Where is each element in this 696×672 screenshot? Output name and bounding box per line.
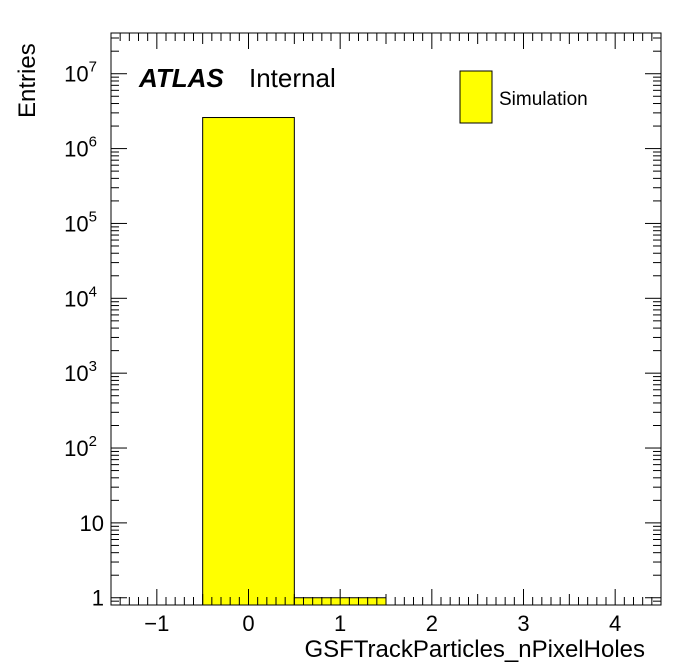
- x-tick-label: 3: [517, 611, 529, 636]
- histogram-bar: [202, 117, 295, 606]
- y-tick-label: 105: [64, 208, 97, 236]
- x-tick-label: 2: [426, 611, 438, 636]
- x-tick-label: 1: [334, 611, 346, 636]
- atlas-label: ATLAS: [138, 63, 224, 93]
- y-tick-label: 106: [64, 134, 97, 162]
- y-tick-label: 1: [92, 586, 104, 611]
- y-tick-label: 102: [64, 433, 97, 461]
- x-tick-label: −1: [144, 611, 169, 636]
- axis-ticks: [110, 33, 662, 606]
- x-axis-title: GSFTrackParticles_nPixelHoles: [304, 636, 645, 663]
- x-tick-labels: −1 0 1 2 3 4: [144, 611, 621, 636]
- y-tick-labels: 1 10 102 103 104 105 106 107: [64, 59, 104, 611]
- y-tick-label: 103: [64, 358, 97, 386]
- y-axis-title: Entries: [14, 43, 41, 118]
- y-tick-label: 107: [64, 59, 97, 87]
- internal-label: Internal: [249, 63, 336, 93]
- y-tick-label: 10: [80, 511, 104, 536]
- legend: Simulation: [459, 70, 588, 124]
- y-tick-label: 104: [64, 283, 97, 311]
- x-tick-label: 4: [609, 611, 621, 636]
- legend-entry-simulation: Simulation: [499, 89, 588, 110]
- legend-swatch: [459, 70, 493, 124]
- x-tick-label: 0: [242, 611, 254, 636]
